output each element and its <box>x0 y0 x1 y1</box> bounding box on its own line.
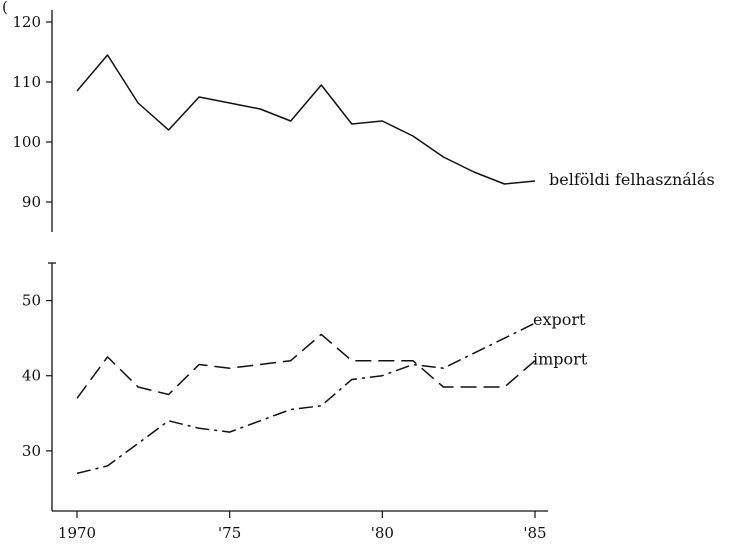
series-label: export <box>533 310 586 329</box>
x-tick-label: 1970 <box>58 524 96 542</box>
y-tick-label-lower: 50 <box>22 292 41 310</box>
y-tick-label-upper: 120 <box>12 13 41 31</box>
y-unit-fragment: ( <box>2 0 8 16</box>
series-label: import <box>533 350 588 369</box>
y-tick-label-lower: 40 <box>22 367 41 385</box>
x-tick-label: '80 <box>371 524 394 542</box>
y-tick-label-lower: 30 <box>22 442 41 460</box>
x-tick-label: '75 <box>218 524 241 542</box>
series-line-solid <box>76 54 536 185</box>
y-tick-label-upper: 90 <box>22 193 41 211</box>
y-tick-label-upper: 110 <box>12 73 41 91</box>
series-label: belföldi felhasználás <box>549 170 715 189</box>
series-line-dash-dot <box>76 322 536 475</box>
series-lines <box>76 54 536 475</box>
series-line-dashed <box>76 333 536 399</box>
x-ticks: 1970 '75 '80 '85 <box>58 511 547 542</box>
y-ticks: 90 100 110 120 30 40 50 <box>12 13 52 460</box>
series-labels: belföldi felhasználás export import <box>533 170 715 369</box>
y-tick-label-upper: 100 <box>12 133 41 151</box>
x-tick-label: '85 <box>523 524 546 542</box>
